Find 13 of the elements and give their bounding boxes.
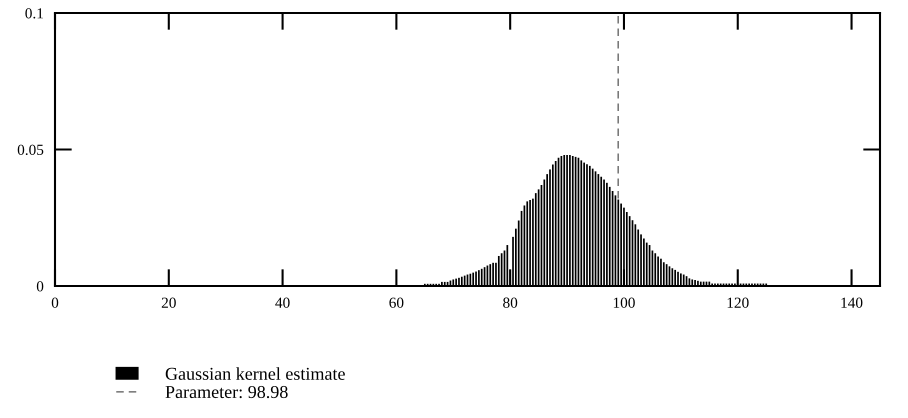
x-tick-label: 20 [162, 298, 176, 308]
y-tick-label: 0.1 [25, 8, 43, 19]
x-tick-label: 120 [728, 298, 749, 308]
y-tick-label: 0 [36, 281, 44, 292]
x-tick-label: 0 [52, 298, 58, 308]
legend-label: Parameter: 98.98 [166, 386, 288, 398]
legend-label: Gaussian kernel estimate [166, 367, 345, 380]
x-tick-label: 140 [841, 298, 862, 308]
x-tick-label: 80 [503, 298, 518, 308]
x-tick-label: 40 [275, 298, 290, 308]
x-tick-label: 60 [389, 298, 404, 308]
x-tick-label: 100 [614, 298, 635, 308]
y-tick-label: 0.05 [18, 144, 44, 156]
